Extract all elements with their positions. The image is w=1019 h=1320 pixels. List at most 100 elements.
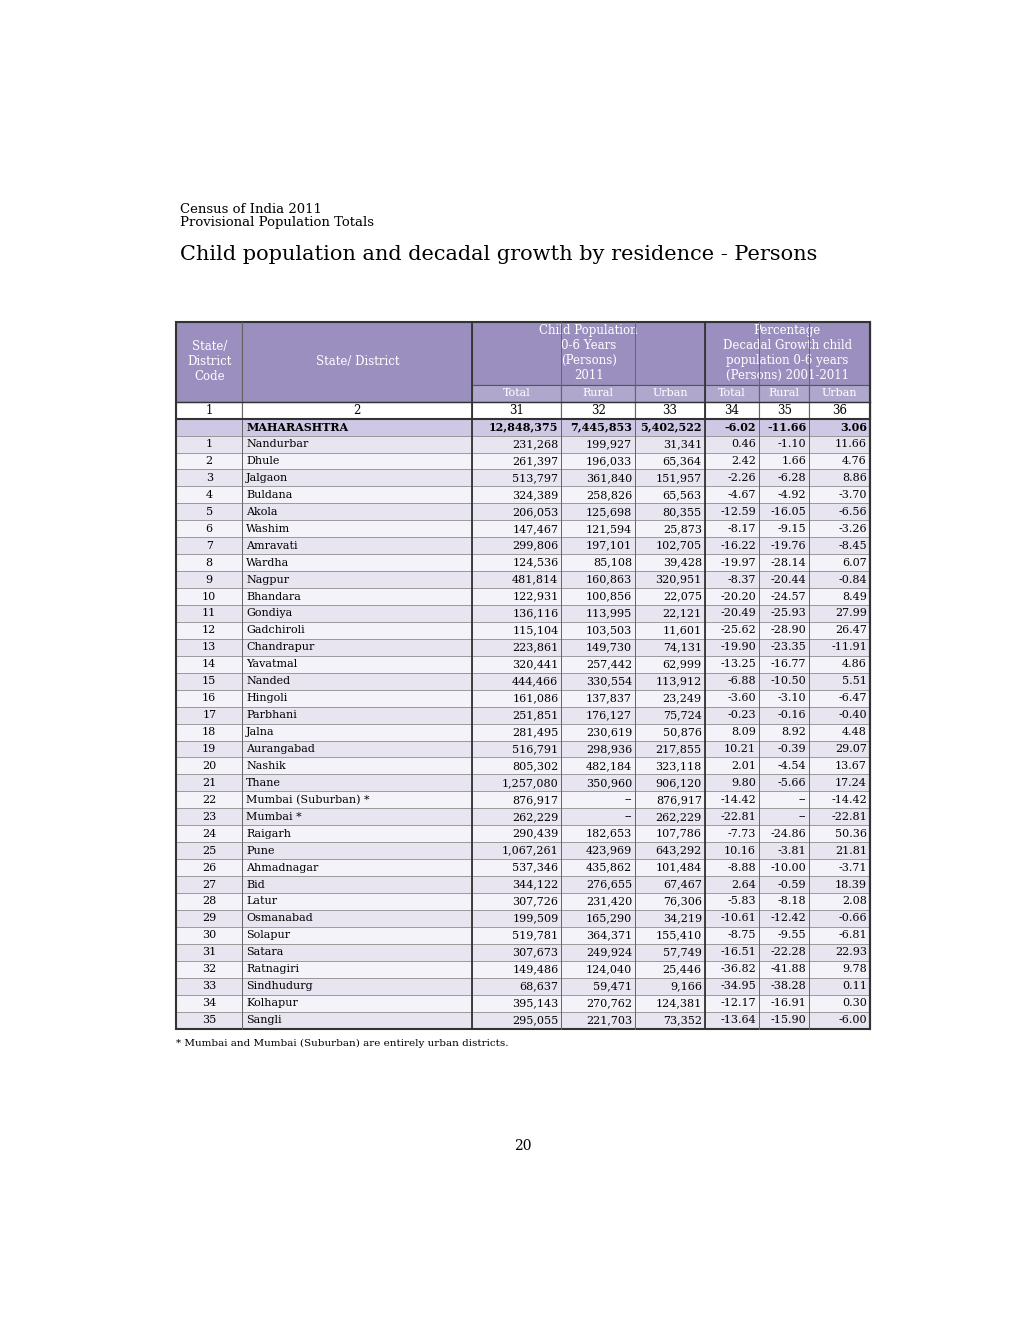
Bar — [560, 825, 635, 842]
Text: 15: 15 — [202, 676, 216, 686]
Text: -0.23: -0.23 — [727, 710, 755, 721]
Bar — [809, 825, 869, 842]
Text: Ahmadnagar: Ahmadnagar — [246, 862, 318, 873]
Bar — [242, 978, 472, 995]
Text: -22.81: -22.81 — [830, 812, 866, 822]
Bar — [704, 808, 758, 825]
Text: 5: 5 — [206, 507, 213, 517]
Text: 324,389: 324,389 — [512, 490, 557, 500]
Text: -6.56: -6.56 — [838, 507, 866, 517]
Text: -8.45: -8.45 — [838, 541, 866, 550]
Text: 197,101: 197,101 — [585, 541, 632, 550]
Text: 9.80: 9.80 — [731, 777, 755, 788]
Bar — [758, 418, 809, 436]
Text: 16: 16 — [202, 693, 216, 704]
Text: -4.54: -4.54 — [777, 760, 806, 771]
Bar — [242, 470, 472, 487]
Bar — [176, 503, 242, 520]
Text: -4.67: -4.67 — [727, 490, 755, 500]
Text: 217,855: 217,855 — [655, 744, 701, 754]
Text: -28.90: -28.90 — [770, 626, 806, 635]
Bar — [809, 520, 869, 537]
Text: Rural: Rural — [768, 388, 799, 399]
Text: Dhule: Dhule — [246, 455, 279, 466]
Bar — [560, 656, 635, 673]
Text: Bid: Bid — [246, 879, 265, 890]
Text: --: -- — [798, 795, 806, 805]
Text: 231,268: 231,268 — [512, 440, 557, 449]
Bar — [704, 537, 758, 554]
Bar — [242, 436, 472, 453]
Text: 18: 18 — [202, 727, 216, 737]
Text: 320,441: 320,441 — [512, 659, 557, 669]
Text: 21: 21 — [202, 777, 216, 788]
Bar — [809, 503, 869, 520]
Text: 9: 9 — [206, 574, 213, 585]
Text: -19.76: -19.76 — [770, 541, 806, 550]
Bar — [809, 876, 869, 892]
Bar — [560, 775, 635, 792]
Text: Thane: Thane — [246, 777, 281, 788]
Bar — [176, 520, 242, 537]
Text: 537,346: 537,346 — [512, 862, 557, 873]
Text: 395,143: 395,143 — [512, 998, 557, 1008]
Text: 9.78: 9.78 — [842, 964, 866, 974]
Bar — [635, 775, 704, 792]
Bar — [635, 995, 704, 1011]
Text: 31: 31 — [202, 948, 216, 957]
Text: Akola: Akola — [246, 507, 277, 517]
Bar — [758, 944, 809, 961]
Bar — [472, 876, 560, 892]
Bar — [560, 401, 635, 418]
Bar — [472, 503, 560, 520]
Bar — [472, 892, 560, 909]
Text: Nanded: Nanded — [246, 676, 290, 686]
Bar — [635, 876, 704, 892]
Bar — [635, 808, 704, 825]
Bar — [176, 639, 242, 656]
Bar — [472, 741, 560, 758]
Text: -28.14: -28.14 — [770, 557, 806, 568]
Text: 26: 26 — [202, 862, 216, 873]
Text: 160,863: 160,863 — [585, 574, 632, 585]
Bar — [809, 470, 869, 487]
Text: -0.16: -0.16 — [777, 710, 806, 721]
Text: -3.70: -3.70 — [838, 490, 866, 500]
Text: -8.18: -8.18 — [777, 896, 806, 907]
Text: 31: 31 — [510, 404, 524, 417]
Bar — [704, 909, 758, 927]
Bar — [242, 876, 472, 892]
Bar — [635, 825, 704, 842]
Text: 4: 4 — [206, 490, 213, 500]
Bar — [809, 418, 869, 436]
Bar — [704, 859, 758, 876]
Bar — [560, 961, 635, 978]
Bar — [758, 554, 809, 572]
Text: 14: 14 — [202, 659, 216, 669]
Bar — [635, 909, 704, 927]
Text: 516,791: 516,791 — [512, 744, 557, 754]
Bar — [635, 1011, 704, 1028]
Bar — [758, 639, 809, 656]
Bar — [704, 572, 758, 589]
Bar — [472, 909, 560, 927]
Text: 258,826: 258,826 — [585, 490, 632, 500]
Text: 1.66: 1.66 — [781, 455, 806, 466]
Bar — [809, 909, 869, 927]
Bar — [809, 944, 869, 961]
Bar — [635, 487, 704, 503]
Text: 643,292: 643,292 — [655, 846, 701, 855]
Text: 6.07: 6.07 — [842, 557, 866, 568]
Bar — [635, 673, 704, 689]
Text: 65,364: 65,364 — [662, 455, 701, 466]
Text: -10.00: -10.00 — [770, 862, 806, 873]
Bar — [242, 673, 472, 689]
Text: -8.88: -8.88 — [727, 862, 755, 873]
Text: 22,121: 22,121 — [662, 609, 701, 619]
Text: 34,219: 34,219 — [662, 913, 701, 924]
Bar — [472, 792, 560, 808]
Text: 19: 19 — [202, 744, 216, 754]
Text: Rural: Rural — [582, 388, 613, 399]
Bar — [472, 605, 560, 622]
Text: 0.30: 0.30 — [841, 998, 866, 1008]
